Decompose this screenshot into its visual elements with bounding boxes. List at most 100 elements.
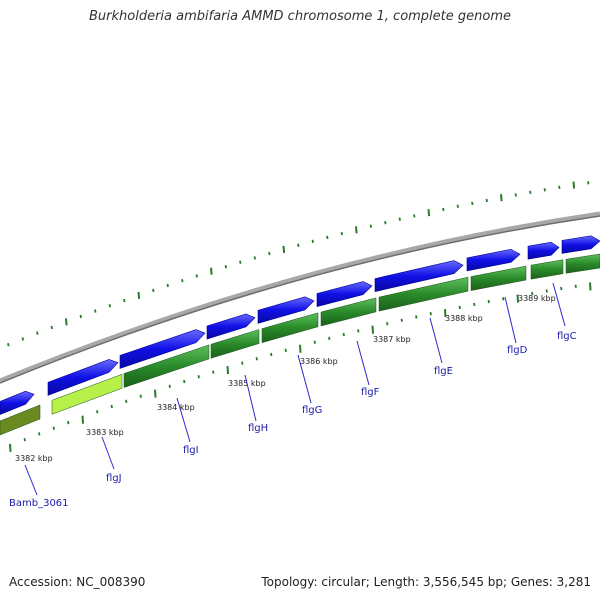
inner-tick-mark	[241, 361, 244, 365]
inner-tick-mark	[96, 410, 99, 414]
inner-tick-mark	[299, 344, 302, 353]
gene-labels: Bamb_3061 flgJ flgI flgH flgG flgF flgE …	[9, 331, 577, 509]
inner-tick-mark	[458, 305, 461, 310]
inner-tick-mark	[371, 325, 374, 334]
inner-tick-mark	[197, 375, 200, 379]
cds-feature[interactable]	[316, 281, 373, 307]
kbp-label: 3387 kbp	[373, 335, 411, 344]
gene-track	[0, 253, 600, 436]
outer-tick-mark	[224, 265, 227, 269]
outer-tick-mark	[181, 278, 184, 283]
inner-tick-mark	[589, 282, 592, 291]
inner-tick-mark	[560, 286, 563, 291]
gene-label-flgj[interactable]: flgJ	[106, 473, 122, 484]
cds-track	[0, 235, 600, 415]
inner-tick-mark	[270, 352, 273, 357]
gene-feature[interactable]	[210, 329, 260, 359]
inner-tick-mark	[502, 297, 505, 301]
outer-tick-mark	[239, 260, 242, 264]
inner-tick-mark	[531, 291, 534, 296]
inner-tick-mark	[415, 315, 418, 319]
outer-tick-mark	[210, 267, 213, 275]
outer-tick-mark	[413, 214, 416, 218]
inner-tick-mark	[154, 389, 157, 398]
outer-tick-mark	[572, 181, 576, 189]
outer-tick-mark	[427, 209, 431, 217]
kbp-labels: 3382 kbp 3383 kbp 3384 kbp 3385 kbp 3386…	[15, 294, 556, 463]
backbone-line	[0, 211, 600, 384]
gene-feature[interactable]	[320, 297, 377, 327]
inner-tick-mark	[473, 302, 476, 307]
gene-label-flgg[interactable]: flgG	[302, 405, 322, 416]
outer-tick-mark	[587, 181, 590, 185]
cds-feature[interactable]	[257, 296, 315, 324]
outer-tick-mark	[355, 226, 358, 234]
outer-tick-mark	[123, 298, 126, 303]
cds-feature[interactable]	[47, 359, 119, 396]
inner-tick-mark	[38, 432, 41, 436]
gene-label-flgi[interactable]: flgI	[183, 445, 199, 456]
cds-feature[interactable]	[561, 235, 600, 254]
gene-feature[interactable]	[123, 344, 210, 388]
outer-tick-mark	[543, 188, 546, 192]
accession-label: Accession: NC_008390	[9, 575, 146, 589]
outer-tick-mark	[471, 201, 474, 206]
inner-tick-mark	[52, 426, 55, 430]
cds-feature[interactable]	[0, 390, 35, 415]
inner-tick-mark	[487, 299, 490, 304]
inner-tick-mark	[284, 348, 287, 352]
outer-tick-mark	[456, 204, 459, 209]
inner-tick-mark	[429, 312, 432, 316]
cds-feature[interactable]	[527, 241, 560, 260]
gene-feature[interactable]	[51, 373, 123, 415]
gene-feature[interactable]	[0, 404, 41, 436]
kbp-label: 3382 kbp	[15, 454, 53, 463]
gene-label-flgc[interactable]: flgC	[557, 331, 577, 342]
inner-tick-mark	[386, 322, 389, 326]
outer-tick-mark	[94, 309, 97, 313]
inner-tick-mark	[81, 415, 84, 424]
outer-tick-mark	[65, 318, 68, 326]
outer-tick-mark	[311, 239, 314, 243]
inner-tick-mark	[23, 437, 26, 442]
outer-tick-mark	[514, 193, 517, 197]
outer-tick-ring	[7, 181, 590, 347]
outer-tick-mark	[297, 243, 300, 247]
outer-tick-mark	[369, 224, 372, 228]
inner-tick-mark	[125, 399, 128, 403]
gene-feature[interactable]	[530, 259, 564, 280]
cds-feature[interactable]	[466, 248, 521, 272]
kbp-label: 3384 kbp	[157, 403, 195, 412]
inner-tick-mark	[400, 318, 403, 322]
outer-tick-mark	[152, 288, 155, 293]
gene-feature[interactable]	[261, 312, 319, 343]
outer-tick-mark	[340, 231, 343, 236]
inner-tick-ring	[9, 282, 592, 452]
cds-feature[interactable]	[119, 329, 206, 369]
outer-tick-mark	[268, 251, 271, 256]
map-title: Burkholderia ambifaria AMMD chromosome 1…	[88, 9, 512, 24]
gene-label-bamb-3061[interactable]: Bamb_3061	[9, 498, 69, 509]
cds-feature[interactable]	[206, 313, 256, 340]
gene-label-flgf[interactable]: flgF	[361, 387, 380, 398]
outer-tick-mark	[558, 185, 561, 190]
gene-label-flge[interactable]: flgE	[434, 366, 453, 377]
inner-tick-mark	[139, 394, 142, 398]
inner-tick-mark	[255, 357, 258, 361]
gene-feature[interactable]	[378, 276, 469, 312]
outer-tick-mark	[36, 331, 39, 335]
inner-tick-mark	[110, 404, 113, 409]
inner-tick-mark	[212, 370, 215, 374]
gene-feature[interactable]	[565, 253, 600, 274]
cds-feature[interactable]	[374, 260, 464, 292]
outer-tick-mark	[21, 337, 24, 341]
kbp-label: 3388 kbp	[445, 314, 483, 323]
outer-tick-mark	[253, 256, 256, 260]
outer-tick-mark	[442, 207, 445, 212]
inner-tick-mark	[313, 340, 316, 344]
gene-label-flgh[interactable]: flgH	[248, 423, 268, 434]
gene-feature[interactable]	[470, 265, 527, 291]
gene-label-flgd[interactable]: flgD	[507, 345, 528, 356]
inner-tick-mark	[328, 336, 331, 341]
